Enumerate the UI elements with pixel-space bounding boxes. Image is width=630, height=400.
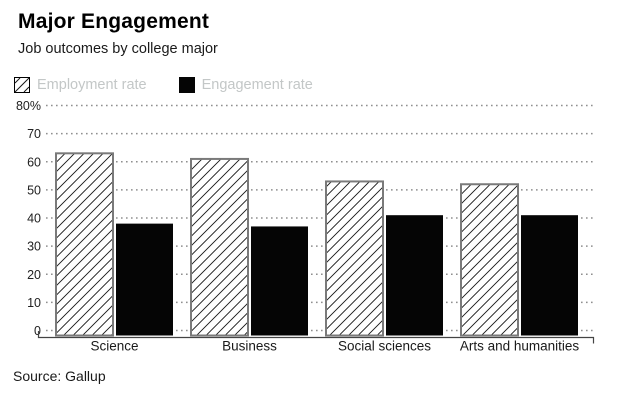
legend-label-engagement: Engagement rate — [201, 77, 313, 93]
chart-subtitle: Job outcomes by college major — [18, 41, 218, 57]
x-category-label-business: Business — [222, 339, 277, 354]
x-category-label-arts-and-humanities: Arts and humanities — [460, 339, 580, 354]
y-axis-tick-labels: 0 10 20 30 40 50 60 70 80% — [16, 99, 41, 338]
bar-employment-social-sciences — [325, 180, 384, 337]
bar-engagement-arts-and-humanities — [521, 215, 578, 336]
bar-employment-science — [55, 152, 114, 337]
bar-employment-business — [190, 157, 249, 337]
bar-employment-arts-and-humanities — [460, 183, 519, 337]
y-tick-label-40: 40 — [27, 212, 41, 226]
y-tick-label-0: 0 — [34, 324, 41, 338]
hatched-swatch-icon — [14, 77, 30, 93]
x-category-label-science: Science — [90, 339, 138, 354]
legend-label-employment: Employment rate — [37, 77, 147, 93]
y-tick-label-80: 80% — [16, 99, 41, 113]
legend-item-employment: Employment rate — [14, 77, 147, 93]
x-axis-line — [37, 331, 595, 344]
y-tick-label-10: 10 — [27, 296, 41, 310]
bar-engagement-social-sciences — [386, 215, 443, 336]
y-tick-label-60: 60 — [27, 155, 41, 169]
y-tick-label-70: 70 — [27, 127, 41, 141]
x-axis-category-labels: Science Business Social sciences Arts and h… — [90, 339, 579, 354]
y-tick-label-20: 20 — [27, 268, 41, 282]
y-tick-label-30: 30 — [27, 240, 41, 254]
legend-item-engagement: Engagement rate — [178, 77, 313, 93]
bar-engagement-business — [251, 226, 308, 336]
solid-swatch-icon — [178, 77, 195, 93]
chart-title: Major Engagement — [18, 10, 210, 33]
y-tick-label-50: 50 — [27, 183, 41, 197]
legend: Employment rate Engagement rate — [14, 77, 313, 93]
bars — [55, 152, 578, 337]
x-axis — [37, 331, 595, 344]
x-category-label-social-sciences: Social sciences — [338, 339, 431, 354]
source-credit: Source: Gallup — [13, 368, 106, 384]
bar-engagement-science — [116, 223, 173, 336]
